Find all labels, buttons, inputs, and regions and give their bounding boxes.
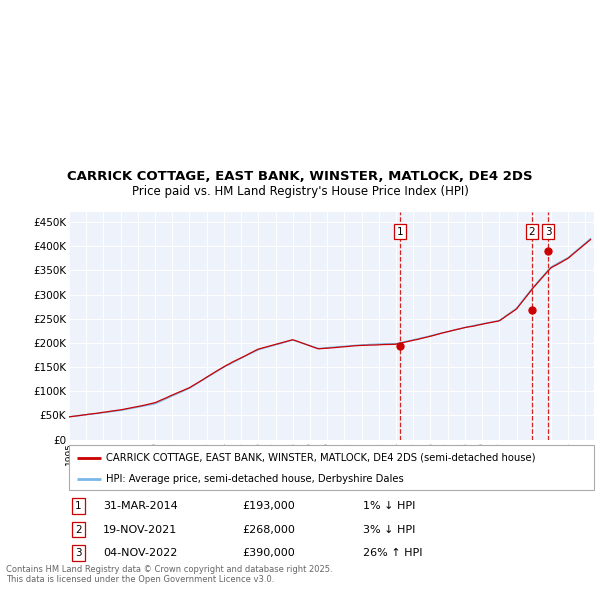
- Text: 1: 1: [397, 227, 404, 237]
- Text: 04-NOV-2022: 04-NOV-2022: [103, 548, 178, 558]
- Text: 26% ↑ HPI: 26% ↑ HPI: [363, 548, 422, 558]
- Text: CARRICK COTTAGE, EAST BANK, WINSTER, MATLOCK, DE4 2DS: CARRICK COTTAGE, EAST BANK, WINSTER, MAT…: [67, 170, 533, 183]
- Text: HPI: Average price, semi-detached house, Derbyshire Dales: HPI: Average price, semi-detached house,…: [106, 474, 404, 484]
- Text: £268,000: £268,000: [242, 525, 295, 535]
- Text: 19-NOV-2021: 19-NOV-2021: [103, 525, 178, 535]
- Text: 3: 3: [75, 548, 82, 558]
- Text: £390,000: £390,000: [242, 548, 295, 558]
- Text: Contains HM Land Registry data © Crown copyright and database right 2025.
This d: Contains HM Land Registry data © Crown c…: [6, 565, 332, 584]
- Text: 1: 1: [75, 501, 82, 511]
- Text: CARRICK COTTAGE, EAST BANK, WINSTER, MATLOCK, DE4 2DS (semi-detached house): CARRICK COTTAGE, EAST BANK, WINSTER, MAT…: [106, 453, 535, 463]
- Text: 2: 2: [75, 525, 82, 535]
- Text: 1% ↓ HPI: 1% ↓ HPI: [363, 501, 415, 511]
- Text: 3: 3: [545, 227, 551, 237]
- Text: Price paid vs. HM Land Registry's House Price Index (HPI): Price paid vs. HM Land Registry's House …: [131, 185, 469, 198]
- FancyBboxPatch shape: [69, 445, 594, 490]
- Text: 31-MAR-2014: 31-MAR-2014: [103, 501, 178, 511]
- Text: 2: 2: [529, 227, 535, 237]
- Text: 3% ↓ HPI: 3% ↓ HPI: [363, 525, 415, 535]
- Text: £193,000: £193,000: [242, 501, 295, 511]
